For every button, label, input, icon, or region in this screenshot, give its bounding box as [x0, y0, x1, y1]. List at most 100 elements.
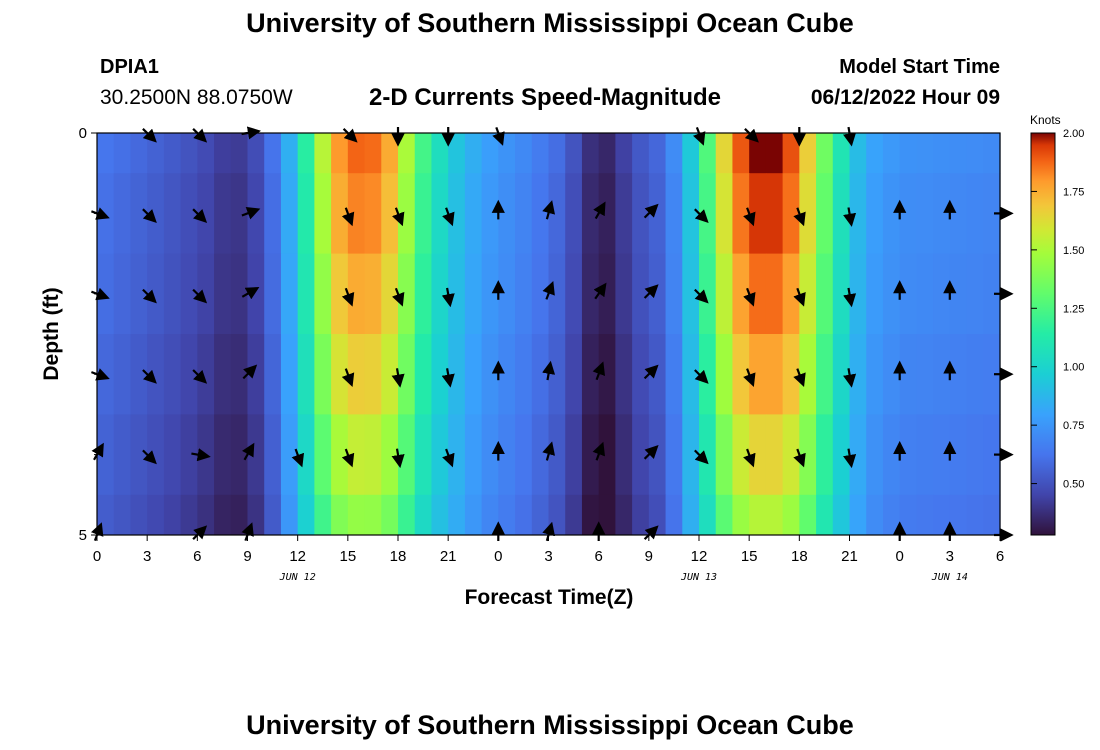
date-label: JUN 13	[680, 572, 717, 583]
heatmap-cell	[364, 414, 382, 496]
current-vector-arrow	[542, 200, 555, 220]
current-vector-arrow	[291, 448, 305, 468]
heatmap-cell	[648, 253, 667, 335]
heatmap-cell	[699, 253, 717, 335]
heatmap-cell	[765, 494, 784, 536]
heatmap-cell	[732, 173, 750, 254]
heatmap-cell	[331, 133, 349, 174]
heatmap-cell	[816, 494, 834, 536]
heatmap-cell	[732, 253, 750, 335]
heatmap-cell	[130, 334, 148, 415]
heatmap-cell	[598, 494, 616, 536]
heatmap-cell	[966, 414, 984, 496]
current-vector-arrow	[643, 364, 659, 380]
heatmap-cell	[498, 494, 516, 536]
colorbar-tick-label: 0.75	[1063, 420, 1084, 432]
heatmap-cell	[849, 494, 867, 536]
heatmap-cell	[849, 173, 867, 254]
heatmap-cell	[765, 334, 784, 415]
heatmap-cell	[849, 414, 867, 496]
heatmap-cell	[598, 334, 616, 415]
heatmap-cell	[464, 253, 483, 335]
heatmap-cell	[331, 253, 349, 335]
heatmap-cell	[163, 133, 182, 174]
heatmap-cell	[331, 334, 349, 415]
colorbar-tick-label: 1.00	[1063, 362, 1084, 374]
station-id: DPIA1	[100, 56, 159, 78]
heatmap-cells	[97, 133, 1001, 536]
current-vector-arrow	[391, 207, 405, 227]
heatmap-cell	[247, 494, 265, 536]
heatmap-cell	[983, 494, 1001, 536]
model-start-value: 06/12/2022 Hour 09	[810, 86, 1000, 109]
heatmap-cell	[481, 494, 499, 536]
heatmap-cell	[280, 253, 299, 335]
heatmap-cell	[163, 253, 182, 335]
current-vector-arrow	[793, 207, 806, 227]
heatmap-cell	[464, 173, 483, 254]
heatmap-cell	[632, 334, 650, 415]
heatmap-cell	[832, 133, 851, 174]
heatmap-cell	[464, 334, 483, 415]
heatmap-cell	[548, 253, 566, 335]
current-vector-arrow	[341, 368, 355, 388]
heatmap-cell	[180, 334, 198, 415]
heatmap-cell	[264, 334, 282, 415]
heatmap-cell	[130, 173, 148, 254]
heatmap-cell	[983, 414, 1001, 496]
heatmap-cell	[832, 173, 851, 254]
heatmap-cell	[648, 494, 667, 536]
x-tick-label: 9	[243, 548, 251, 565]
heatmap-cell	[581, 414, 600, 496]
heatmap-cell	[598, 173, 616, 254]
heatmap-cell	[163, 494, 182, 536]
heatmap-cell	[214, 133, 232, 174]
current-vector-arrow	[142, 208, 157, 224]
heatmap-cell	[247, 253, 265, 335]
heatmap-cell	[197, 334, 215, 415]
heatmap-cell	[464, 133, 483, 174]
current-vector-arrow	[242, 442, 255, 461]
heatmap-cell	[481, 173, 499, 254]
heatmap-cell	[632, 494, 650, 536]
heatmap-cell	[749, 253, 767, 335]
heatmap-cell	[548, 173, 566, 254]
heatmap-cell	[966, 133, 984, 174]
heatmap-cell	[498, 253, 516, 335]
heatmap-cell	[615, 253, 633, 335]
current-vector-arrow	[743, 368, 756, 388]
heatmap-cell	[414, 133, 433, 174]
heatmap-cell	[280, 494, 299, 536]
heatmap-cell	[632, 253, 650, 335]
heatmap-cell	[515, 414, 533, 496]
x-tick-label: 3	[946, 548, 954, 565]
heatmap-cell	[882, 494, 901, 536]
heatmap-cell	[314, 334, 332, 415]
colorbar	[1030, 132, 1056, 536]
heatmap-cell	[632, 173, 650, 254]
heatmap-cell	[264, 494, 282, 536]
heatmap-cell	[297, 414, 315, 496]
heatmap-cell	[866, 414, 884, 496]
heatmap-cell	[414, 173, 433, 254]
heatmap-cell	[899, 494, 917, 536]
heatmap-cell	[214, 173, 232, 254]
heatmap-cell	[899, 414, 917, 496]
heatmap-cell	[715, 173, 734, 254]
x-tick-label: 6	[996, 548, 1004, 565]
heatmap-cell	[464, 494, 483, 536]
current-vector-arrow	[391, 287, 405, 307]
heatmap-cell	[414, 494, 433, 536]
heatmap-cell	[314, 494, 332, 536]
x-tick-label: 15	[741, 548, 758, 565]
current-vector-arrow	[341, 207, 355, 227]
heatmap-cell	[297, 334, 315, 415]
heatmap-cell	[147, 133, 165, 174]
heatmap-cell	[180, 414, 198, 496]
current-vector-arrow	[542, 441, 555, 461]
heatmap-cell	[916, 253, 934, 335]
heatmap-cell	[665, 414, 683, 496]
heatmap-cell	[113, 253, 132, 335]
heatmap-cell	[531, 253, 550, 335]
